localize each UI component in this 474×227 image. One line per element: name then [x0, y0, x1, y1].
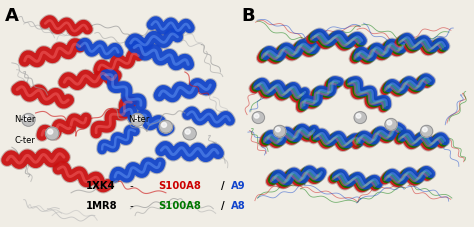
Circle shape: [273, 126, 286, 138]
Text: A9: A9: [231, 180, 246, 190]
Text: B: B: [242, 7, 255, 25]
Text: S100A8: S100A8: [158, 200, 201, 210]
Circle shape: [183, 128, 196, 140]
Circle shape: [385, 119, 397, 131]
Ellipse shape: [27, 121, 32, 123]
Ellipse shape: [164, 128, 169, 130]
Circle shape: [275, 128, 280, 132]
Ellipse shape: [425, 132, 429, 134]
Ellipse shape: [358, 119, 363, 120]
Circle shape: [422, 128, 427, 132]
Text: -: -: [127, 200, 137, 210]
Circle shape: [133, 116, 138, 121]
Text: S100A8: S100A8: [158, 180, 201, 190]
Circle shape: [354, 112, 366, 124]
Text: /: /: [221, 180, 225, 190]
Text: -: -: [127, 180, 137, 190]
Ellipse shape: [136, 121, 141, 123]
Circle shape: [162, 123, 166, 128]
Ellipse shape: [256, 119, 262, 120]
Circle shape: [48, 130, 53, 135]
Circle shape: [420, 126, 433, 138]
Text: 1XK4: 1XK4: [85, 180, 115, 190]
Circle shape: [356, 114, 361, 119]
Text: N-ter: N-ter: [128, 115, 149, 124]
Ellipse shape: [389, 126, 394, 127]
Circle shape: [185, 130, 190, 135]
Circle shape: [387, 121, 392, 126]
Circle shape: [46, 128, 59, 140]
Circle shape: [24, 116, 29, 121]
Text: A8: A8: [231, 200, 246, 210]
Circle shape: [131, 114, 144, 127]
Ellipse shape: [50, 135, 55, 136]
Circle shape: [22, 114, 35, 127]
Text: A: A: [5, 7, 18, 25]
Text: N-ter: N-ter: [14, 115, 36, 124]
Text: /: /: [221, 200, 225, 210]
Circle shape: [254, 114, 259, 119]
Ellipse shape: [188, 135, 193, 136]
Text: C-ter: C-ter: [14, 135, 35, 144]
Circle shape: [252, 112, 264, 124]
Ellipse shape: [278, 132, 283, 134]
Circle shape: [159, 121, 173, 133]
Text: 1MR8: 1MR8: [85, 200, 117, 210]
